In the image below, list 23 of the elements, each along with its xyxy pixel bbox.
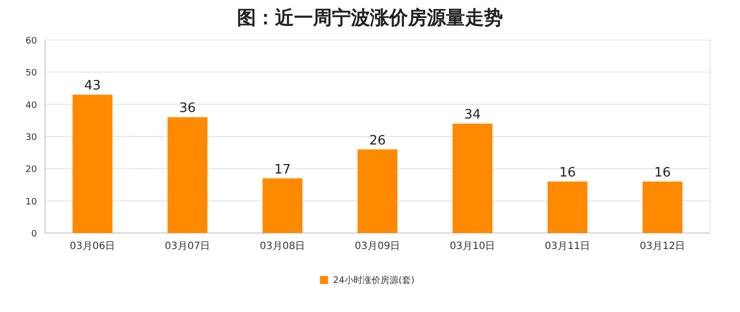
data-label: 16 [559, 166, 576, 181]
ytick: 30 [26, 133, 37, 143]
xtick: 03月06日 [70, 241, 116, 252]
data-label: 43 [84, 78, 101, 94]
ytick: 20 [26, 165, 37, 176]
data-label: 17 [274, 162, 291, 178]
data-label: 34 [464, 108, 481, 123]
ytick: 0 [31, 230, 37, 240]
data-label: 16 [654, 166, 671, 181]
xtick: 03月09日 [354, 241, 400, 252]
ytick: 10 [26, 197, 37, 208]
ytick: 50 [26, 68, 37, 79]
ytick: 40 [26, 100, 37, 111]
data-label: 26 [369, 133, 386, 148]
xtick: 03月11日 [544, 241, 590, 252]
xtick: 03月10日 [450, 241, 496, 252]
ytick: 60 [26, 36, 37, 46]
xtick: 03月08日 [260, 241, 306, 252]
title: 图：近一周宁波涨价房源量走势 [237, 7, 503, 29]
xtick: 03月12日 [640, 241, 686, 252]
xtick: 03月07日 [164, 241, 210, 252]
legend-label: 24小时涨价房源(套) [333, 276, 414, 286]
data-label: 36 [179, 101, 196, 116]
